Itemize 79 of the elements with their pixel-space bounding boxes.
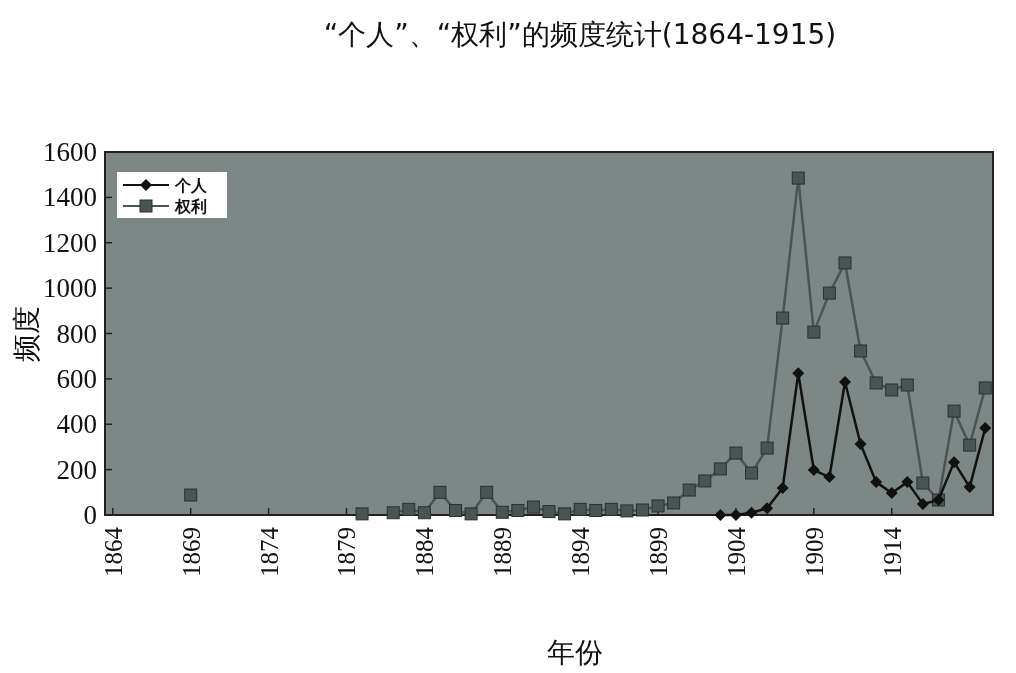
y-tick-label: 600 <box>56 363 97 394</box>
point <box>963 438 977 452</box>
point <box>714 509 727 521</box>
x-tick-label: 1874 <box>255 526 283 577</box>
x-tick-label: 1884 <box>411 526 439 577</box>
point <box>745 506 758 519</box>
point <box>885 486 898 499</box>
point <box>947 404 961 418</box>
point <box>558 507 572 521</box>
point <box>651 499 665 513</box>
point <box>761 502 774 515</box>
point <box>604 502 618 516</box>
y-tick-label: 400 <box>56 409 97 440</box>
point <box>901 476 914 489</box>
point <box>776 482 789 494</box>
y-tick-label: 200 <box>56 454 97 485</box>
point <box>948 456 961 469</box>
point <box>885 383 899 397</box>
point <box>870 476 883 489</box>
point <box>713 462 727 476</box>
point <box>464 507 478 521</box>
point <box>573 502 587 516</box>
point <box>682 483 696 497</box>
point <box>386 506 400 520</box>
point <box>869 376 883 390</box>
point <box>449 503 463 517</box>
point <box>807 325 821 339</box>
x-tick-label: 1904 <box>722 526 750 577</box>
point <box>698 474 712 488</box>
legend-label: 个人 <box>174 176 208 195</box>
y-tick-label: 1000 <box>43 273 97 304</box>
point <box>495 505 509 519</box>
point <box>963 481 976 494</box>
point <box>620 504 634 518</box>
chart-title: “个人”、“权利”的频度统计(1864-1915) <box>323 18 837 51</box>
point <box>667 496 681 510</box>
y-tick-label: 1400 <box>43 182 97 213</box>
point <box>433 485 447 499</box>
point <box>480 485 494 499</box>
y-tick-label: 1600 <box>43 137 97 167</box>
point <box>526 500 540 514</box>
point <box>511 503 525 517</box>
x-tick-label: 1879 <box>333 527 361 577</box>
x-tick-label: 1864 <box>99 526 127 577</box>
point <box>807 464 820 477</box>
y-axis-title: 频度 <box>10 305 43 362</box>
point <box>542 505 556 519</box>
point <box>823 471 836 484</box>
point <box>978 381 992 395</box>
x-tick-label: 1894 <box>567 526 595 577</box>
legend-label: 权利 <box>174 197 207 216</box>
point <box>900 378 914 392</box>
y-tick-label: 0 <box>83 500 97 530</box>
point <box>402 502 416 516</box>
point <box>916 498 929 511</box>
point <box>838 256 852 270</box>
x-tick-label: 1909 <box>800 527 828 577</box>
point <box>979 422 992 435</box>
point <box>776 311 790 325</box>
point <box>760 441 774 455</box>
point <box>184 488 198 502</box>
point <box>417 506 431 520</box>
point <box>729 446 743 460</box>
x-axis-title: 年份 <box>547 636 603 669</box>
y-tick-label: 800 <box>56 318 97 349</box>
point <box>916 476 930 490</box>
point <box>745 466 759 480</box>
x-tick-label: 1899 <box>645 527 673 577</box>
y-tick-label: 1200 <box>43 227 97 258</box>
x-tick-label: 1869 <box>177 527 205 577</box>
x-tick-label: 1889 <box>489 527 517 577</box>
point <box>822 286 836 300</box>
point <box>791 171 805 185</box>
point <box>589 503 603 517</box>
point <box>854 344 868 358</box>
point <box>635 503 649 517</box>
x-tick-label: 1914 <box>878 526 906 577</box>
point <box>854 437 867 450</box>
point <box>355 507 369 521</box>
